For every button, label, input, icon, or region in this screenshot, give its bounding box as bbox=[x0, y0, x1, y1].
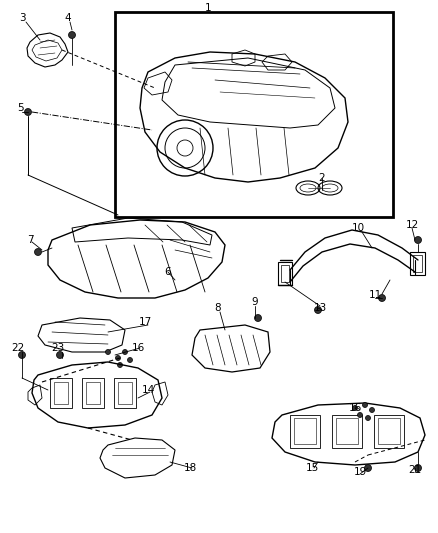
Circle shape bbox=[127, 358, 133, 362]
Circle shape bbox=[18, 351, 25, 359]
Circle shape bbox=[57, 351, 64, 359]
Text: 5: 5 bbox=[17, 103, 23, 113]
Text: 1: 1 bbox=[205, 3, 211, 13]
Circle shape bbox=[365, 416, 371, 421]
Circle shape bbox=[117, 362, 123, 367]
Text: 6: 6 bbox=[165, 267, 171, 277]
Circle shape bbox=[35, 248, 42, 255]
Text: 19: 19 bbox=[353, 467, 367, 477]
Text: 16: 16 bbox=[131, 343, 145, 353]
Circle shape bbox=[123, 350, 127, 354]
Text: 10: 10 bbox=[351, 223, 364, 233]
Text: 3: 3 bbox=[19, 13, 25, 23]
Circle shape bbox=[254, 314, 261, 321]
Text: 21: 21 bbox=[408, 465, 422, 475]
Text: 15: 15 bbox=[305, 463, 318, 473]
Text: 18: 18 bbox=[184, 463, 197, 473]
Text: 17: 17 bbox=[138, 317, 152, 327]
Circle shape bbox=[370, 408, 374, 413]
Circle shape bbox=[378, 295, 385, 302]
Text: 4: 4 bbox=[65, 13, 71, 23]
Text: 8: 8 bbox=[215, 303, 221, 313]
Text: 12: 12 bbox=[406, 220, 419, 230]
Text: 16: 16 bbox=[348, 403, 362, 413]
Text: 14: 14 bbox=[141, 385, 155, 395]
Text: 13: 13 bbox=[313, 303, 327, 313]
Circle shape bbox=[363, 402, 367, 408]
Bar bbox=[115, 12, 393, 217]
Text: 23: 23 bbox=[51, 343, 65, 353]
Circle shape bbox=[364, 464, 371, 472]
Circle shape bbox=[357, 413, 363, 417]
Circle shape bbox=[106, 350, 110, 354]
Circle shape bbox=[414, 464, 421, 472]
Circle shape bbox=[116, 356, 120, 360]
Text: 11: 11 bbox=[368, 290, 381, 300]
Circle shape bbox=[25, 109, 32, 116]
Text: 7: 7 bbox=[27, 235, 33, 245]
Circle shape bbox=[353, 406, 357, 410]
Circle shape bbox=[68, 31, 75, 38]
Text: 9: 9 bbox=[252, 297, 258, 307]
Text: 2: 2 bbox=[319, 173, 325, 183]
Circle shape bbox=[314, 306, 321, 313]
Text: 22: 22 bbox=[11, 343, 25, 353]
Circle shape bbox=[414, 237, 421, 244]
